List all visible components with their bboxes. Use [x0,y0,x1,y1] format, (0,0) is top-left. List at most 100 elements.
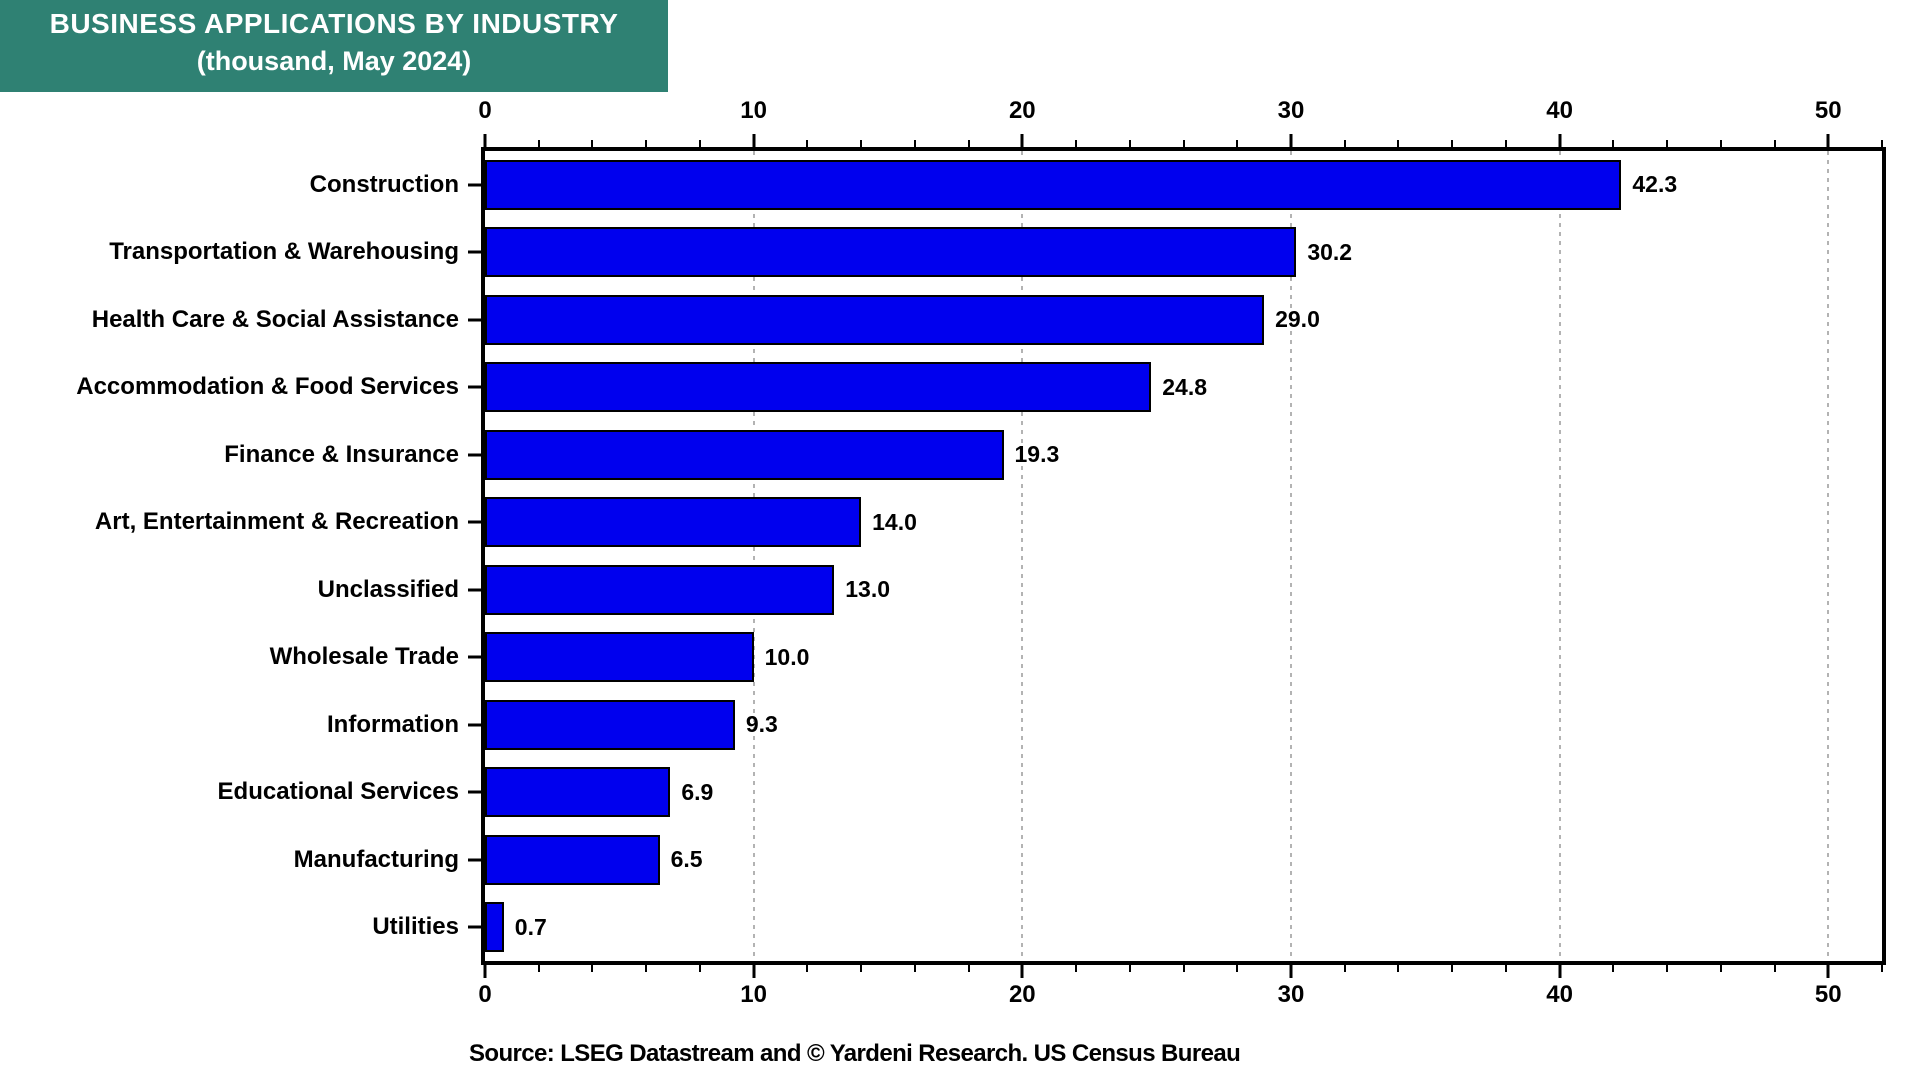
value-label: 9.3 [745,711,778,738]
bar [485,834,660,885]
x-axis-ticks-top [483,134,1883,147]
value-label: 30.2 [1307,238,1353,265]
x-minor-tick [1397,140,1400,147]
bar-row: Manufacturing 6.5 [294,826,1882,894]
x-minor-tick [967,140,970,147]
value-label: 14.0 [872,508,917,535]
bar [485,767,671,818]
x-minor-tick [1881,965,1883,972]
x-minor-tick [1773,965,1776,972]
category-label: Finance & Insurance [224,440,459,468]
x-minor-tick [1236,965,1239,972]
x-minor-tick [1612,140,1615,147]
x-major-tick [483,965,487,978]
value-label: 13.0 [845,576,891,603]
x-axis-labels-top: 0 10 20 30 40 50 [478,97,1882,129]
category-label: Health Care & Social Assistance [91,305,459,333]
category-label: Utilities [372,913,459,941]
bar [485,902,504,953]
bar-row: Unclassified 13.0 [318,556,1882,624]
x-minor-tick [1504,965,1507,972]
x-axis-ticks-bottom [483,965,1883,978]
bar-row: Utilities 0.7 [372,894,1882,962]
y-axis-tick [468,520,481,524]
value-label: 6.5 [670,846,703,873]
plot-area: Construction 42.3 Transportation & Wareh… [76,147,1886,965]
x-minor-tick [1451,140,1454,147]
x-minor-tick [860,140,863,147]
x-tick-label: 50 [1814,981,1842,1008]
gridline [1558,151,1561,961]
x-major-tick [1558,965,1562,978]
chart-subtitle: (thousand, May 2024) [196,46,472,76]
value-label: 10.0 [764,643,810,670]
x-minor-tick [537,140,540,147]
x-tick-label: 0 [478,981,492,1008]
x-major-tick [752,965,756,978]
x-minor-tick [860,965,863,972]
bar-row: Information 9.3 [327,691,1882,759]
category-label: Accommodation & Food Services [76,373,459,401]
x-minor-tick [806,965,809,972]
x-minor-tick [537,965,540,972]
x-minor-tick [913,140,916,147]
x-minor-tick [645,965,648,972]
bar [485,429,1004,480]
bar [485,699,735,750]
chart-title-box: BUSINESS APPLICATIONS BY INDUSTRY (thous… [0,0,668,92]
x-minor-tick [698,140,701,147]
value-label: 29.0 [1275,306,1320,333]
value-label: 19.3 [1014,441,1060,468]
x-tick-label: 20 [1008,97,1036,124]
x-minor-tick [1075,140,1078,147]
gridline [752,151,755,961]
x-minor-tick [1343,965,1346,972]
x-minor-tick [1612,965,1615,972]
x-minor-tick [1719,140,1722,147]
y-axis-tick [468,318,481,322]
x-minor-tick [1075,965,1078,972]
y-axis-tick [468,453,481,457]
value-label: 42.3 [1632,171,1678,198]
category-label: Construction [309,170,459,198]
y-axis-tick [468,385,481,389]
x-tick-label: 0 [478,97,492,124]
value-label: 6.9 [681,778,714,805]
x-minor-tick [1182,965,1185,972]
y-axis-tick [468,655,481,659]
y-axis-tick [468,723,481,727]
x-minor-tick [967,965,970,972]
x-major-tick [1826,134,1830,147]
category-label: Manufacturing [293,845,459,873]
bar-row: Transportation & Warehousing 30.2 [109,219,1882,287]
x-minor-tick [1666,965,1669,972]
gridlines [485,151,1882,961]
y-axis-tick [468,588,481,592]
x-minor-tick [591,965,594,972]
x-tick-label: 40 [1546,97,1573,124]
bar-row: Construction 42.3 [310,151,1882,219]
bar [485,497,862,548]
x-tick-label: 50 [1814,97,1842,124]
y-axis-tick [468,790,481,794]
x-minor-tick [1773,140,1776,147]
x-tick-label: 10 [740,97,767,124]
x-minor-tick [698,965,701,972]
y-axis-tick [468,858,481,862]
category-label: Transportation & Warehousing [109,238,459,266]
value-label: 24.8 [1162,373,1208,400]
bar-rows: Construction 42.3 Transportation & Wareh… [76,151,1882,962]
x-tick-label: 30 [1277,981,1305,1008]
bar-row: Educational Services 6.9 [218,759,1882,827]
x-minor-tick [1666,140,1669,147]
gridline [1021,151,1024,961]
x-minor-tick [806,140,809,147]
y-axis-tick [468,183,481,187]
x-minor-tick [1128,965,1131,972]
y-axis-tick [468,925,481,929]
x-minor-tick [1881,140,1883,147]
x-minor-tick [1128,140,1131,147]
x-minor-tick [1397,965,1400,972]
bar-row: Finance & Insurance 19.3 [224,421,1882,489]
x-major-tick [1020,134,1024,147]
